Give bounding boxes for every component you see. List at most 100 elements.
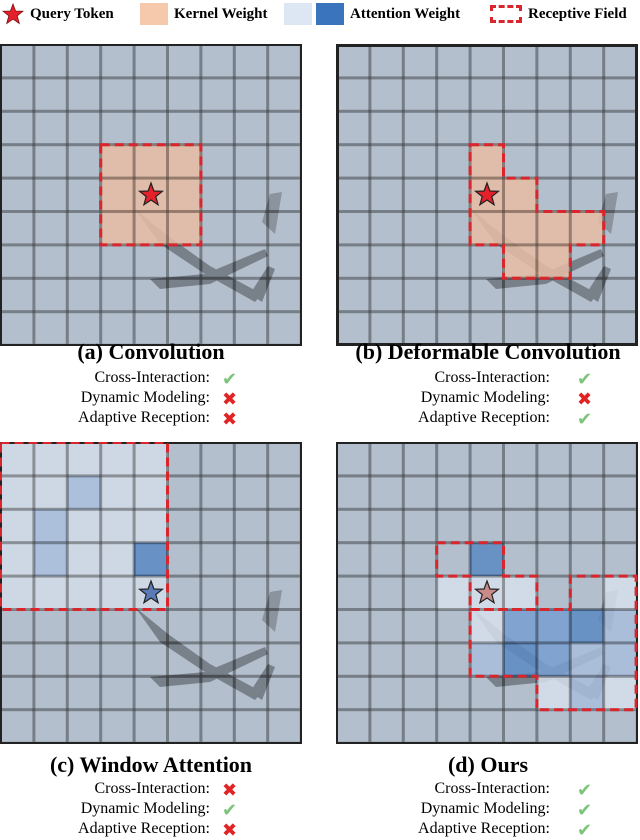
- weight-cell: [0, 475, 34, 510]
- token-cell: [166, 608, 203, 645]
- token-cell: [166, 474, 203, 511]
- token-cell: [435, 176, 472, 214]
- token-cell: [535, 176, 572, 214]
- token-grid: [336, 44, 638, 346]
- token-cell: [502, 474, 539, 511]
- token-cell: [266, 541, 302, 578]
- token-cell: [602, 176, 638, 214]
- check-icon: ✔: [577, 820, 593, 840]
- weight-cell: [0, 542, 34, 577]
- token-cell: [401, 474, 439, 511]
- panel-b-criterion-cross-interaction: Cross-Interaction:: [434, 369, 550, 386]
- token-cell: [0, 507, 36, 545]
- weight-cell: [134, 211, 168, 245]
- token-cell: [568, 310, 606, 346]
- token-cell: [502, 574, 539, 612]
- token-cell: [166, 143, 203, 180]
- token-cell: [336, 541, 372, 578]
- legend-query-token: Query Token: [2, 2, 114, 26]
- token-cell: [132, 507, 170, 545]
- token-cell: [568, 541, 606, 578]
- weight-cell: [503, 642, 537, 677]
- token-cell: [232, 143, 270, 180]
- weight-cell: [67, 542, 101, 577]
- panel-b-title: (b) Deformable Convolution: [355, 339, 621, 364]
- token-cell: [435, 507, 472, 545]
- token-cell: [535, 210, 572, 247]
- token-cell: [435, 708, 472, 744]
- weight-cell: [570, 642, 604, 677]
- token-cell: [368, 674, 405, 712]
- weight-cell: [167, 144, 201, 179]
- token-cell: [368, 442, 405, 478]
- token-cell: [568, 641, 606, 678]
- token-cell: [232, 474, 270, 511]
- token-cell: [401, 44, 439, 80]
- grid-panel: [0, 44, 302, 346]
- token-cell: [232, 608, 270, 645]
- token-cell: [368, 474, 405, 511]
- airplane-silhouette: [135, 590, 282, 700]
- token-cell: [368, 109, 405, 147]
- weight-cell: [67, 576, 101, 610]
- token-cell: [65, 674, 103, 712]
- token-cell: [336, 608, 372, 645]
- token-cell: [199, 574, 236, 612]
- token-cell: [468, 608, 506, 645]
- token-cell: [65, 243, 103, 280]
- token-cell: [232, 574, 270, 612]
- token-cell: [266, 143, 302, 180]
- weight-cell: [33, 509, 68, 543]
- token-cell: [199, 507, 236, 545]
- token-cell: [0, 176, 36, 214]
- token-cell: [368, 507, 405, 545]
- token-cell: [199, 109, 236, 147]
- token-cell: [99, 574, 136, 612]
- weight-cell: [167, 178, 201, 212]
- token-cell: [602, 507, 638, 545]
- token-cell: [602, 442, 638, 478]
- token-cell: [468, 143, 506, 180]
- weight-cell: [134, 144, 168, 179]
- token-cell: [0, 243, 36, 280]
- cross-icon: ✖: [222, 389, 238, 409]
- weight-cell: [503, 609, 537, 643]
- token-cell: [401, 176, 439, 214]
- token-cell: [199, 176, 236, 214]
- token-cell: [99, 708, 136, 744]
- token-cell: [468, 507, 506, 545]
- receptive-field-outline: [99, 143, 203, 247]
- panel-c-criterion-dynamic-modeling: Dynamic Modeling:: [80, 800, 210, 817]
- token-cell: [32, 541, 69, 578]
- token-cell: [336, 708, 372, 744]
- token-cell: [468, 310, 506, 346]
- query-token-star-icon: [473, 579, 501, 605]
- token-cell: [336, 44, 372, 80]
- panel-c-criterion-cross-interaction: Cross-Interaction:: [94, 780, 210, 797]
- token-cell: [199, 442, 236, 478]
- token-cell: [468, 708, 506, 744]
- token-cell: [166, 243, 203, 280]
- panel-border: [336, 44, 638, 346]
- token-cell: [32, 674, 69, 712]
- token-cell: [132, 76, 170, 113]
- token-cell: [65, 109, 103, 147]
- token-cell: [99, 541, 136, 578]
- token-cell: [0, 708, 36, 744]
- weight-cell: [603, 576, 638, 610]
- token-cell: [502, 109, 539, 147]
- token-cell: [166, 176, 203, 214]
- token-cell: [336, 109, 372, 147]
- token-cell: [568, 674, 606, 712]
- panel-deformable-convolution: [336, 44, 638, 346]
- check-icon: ✔: [577, 800, 593, 820]
- token-cell: [132, 44, 170, 80]
- token-cell: [232, 708, 270, 744]
- weight-cell: [67, 475, 101, 510]
- panel-d-criterion-adaptive-reception: Adaptive Reception:: [418, 820, 550, 837]
- token-cell: [435, 474, 472, 511]
- token-cell: [99, 641, 136, 678]
- weight-cell: [470, 211, 504, 245]
- token-cell: [535, 708, 572, 744]
- token-cell: [199, 708, 236, 744]
